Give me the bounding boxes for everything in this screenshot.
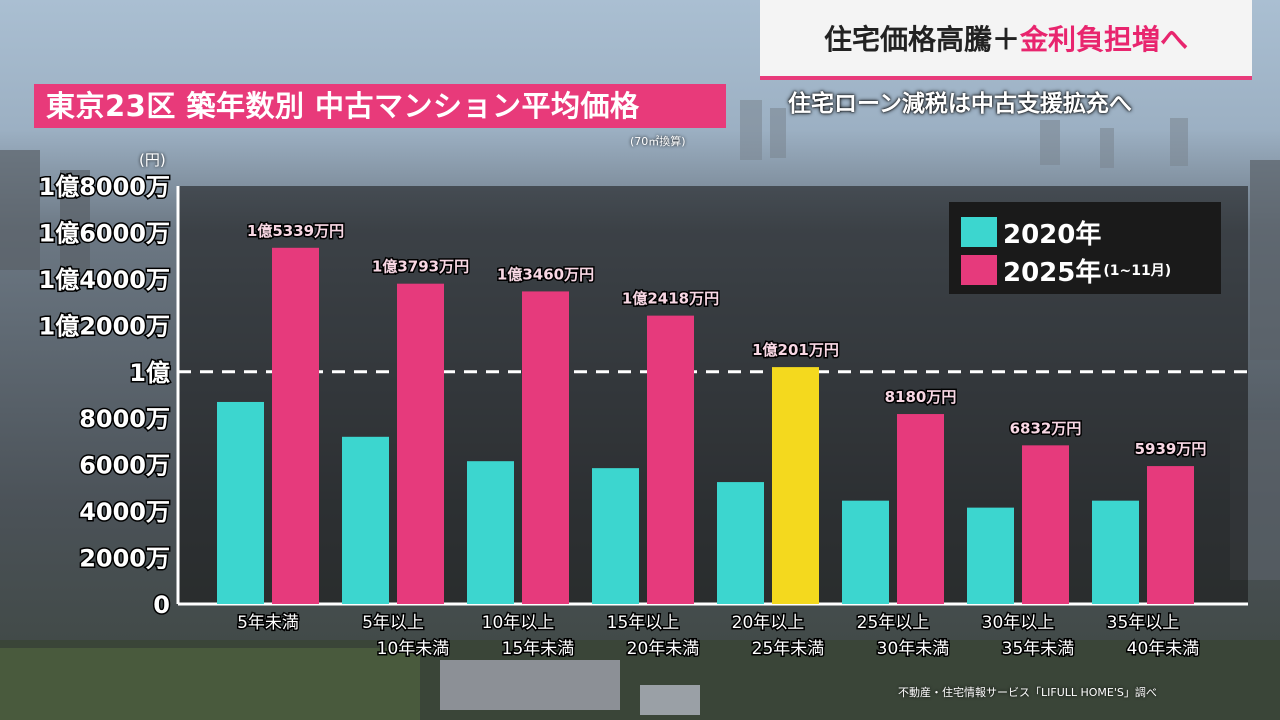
x-tick-label: 5年以上 <box>362 613 424 633</box>
bar-value-label: 5939万円 <box>1135 440 1207 458</box>
chart-title: 東京23区 築年数別 中古マンション平均価格 <box>34 84 726 128</box>
legend: 2020年 2025年 (1~11月) <box>949 202 1221 294</box>
y-tick-label: 1億4000万 <box>39 266 171 294</box>
x-tick-label: 10年未満 <box>377 639 450 659</box>
bar-2025 <box>1147 466 1194 604</box>
bar-value-label: 1億2418万円 <box>622 290 719 308</box>
bar-value-label: 6832万円 <box>1010 419 1082 437</box>
legend-swatch-2020 <box>961 217 997 247</box>
headline-part1: 住宅価格高騰＋ <box>823 23 1020 56</box>
headline: 住宅価格高騰＋金利負担増へ <box>760 18 1252 58</box>
legend-swatch-2025 <box>961 255 997 285</box>
bar-2020 <box>592 468 639 604</box>
x-tick-label: 40年未満 <box>1127 639 1200 659</box>
bar-2020 <box>842 500 889 604</box>
bar-2025-highlight <box>772 367 819 604</box>
legend-label-2025: 2025年 <box>1003 257 1102 288</box>
bar-2020 <box>717 482 764 604</box>
bar-2020 <box>467 461 514 604</box>
bar-2025 <box>1022 445 1069 604</box>
y-tick-label: 1億8000万 <box>39 173 171 201</box>
x-tick-label: 35年未満 <box>1002 639 1075 659</box>
x-tick-label: 30年未満 <box>877 639 950 659</box>
y-tick-label: 8000万 <box>79 405 170 433</box>
x-tick-label: 10年以上 <box>482 613 555 633</box>
bar-value-label: 1億3460万円 <box>497 265 594 283</box>
y-tick-label: 6000万 <box>79 452 170 480</box>
y-tick-label: 1億2000万 <box>39 312 171 340</box>
bar-value-label: 8180万円 <box>885 388 957 406</box>
y-tick-label: 2000万 <box>79 545 170 573</box>
x-tick-label: 15年以上 <box>607 613 680 633</box>
x-tick-label: 20年未満 <box>627 639 700 659</box>
legend-item-2020: 2020年 <box>961 214 1101 250</box>
x-tick-label: 30年以上 <box>982 613 1055 633</box>
y-tick-label: 1億 <box>129 359 170 387</box>
legend-label-2020: 2020年 <box>1003 219 1102 250</box>
x-tick-label: 15年未満 <box>502 639 575 659</box>
headline-box: 住宅価格高騰＋金利負担増へ <box>760 0 1252 80</box>
bar-2025 <box>397 283 444 604</box>
legend-item-2025: 2025年 (1~11月) <box>961 252 1171 288</box>
x-tick-label: 25年未満 <box>752 639 825 659</box>
bar-2025 <box>647 315 694 604</box>
bar-value-label: 1億5339万円 <box>247 222 344 240</box>
source-note: 不動産・住宅情報サービス「LIFULL HOME'S」調べ <box>898 686 1157 699</box>
y-tick-label: 0 <box>153 591 170 619</box>
y-tick-label: 1億6000万 <box>39 219 171 247</box>
bar-2025 <box>272 247 319 605</box>
bar-2020 <box>1092 500 1139 604</box>
bar-value-label: 1億201万円 <box>752 341 839 359</box>
bar-value-label: 1億3793万円 <box>372 258 469 276</box>
bar-2025 <box>522 291 569 604</box>
bar-2020 <box>967 507 1014 604</box>
headline-part2: 金利負担増へ <box>1020 23 1189 56</box>
bar-2020 <box>342 436 389 604</box>
y-axis-unit: (円) <box>139 151 166 169</box>
x-tick-label: 5年未満 <box>237 613 299 633</box>
legend-note-2025: (1~11月) <box>1103 263 1172 279</box>
y-tick-label: 4000万 <box>79 498 170 526</box>
chart-title-note: (70㎡換算) <box>630 135 686 148</box>
x-tick-label: 25年以上 <box>857 613 930 633</box>
x-tick-label: 20年以上 <box>732 613 805 633</box>
bar-2025 <box>897 414 944 604</box>
bar-2020 <box>217 401 264 604</box>
subheadline: 住宅ローン減税は中古支援拡充へ <box>788 91 1132 117</box>
x-tick-label: 35年以上 <box>1107 613 1180 633</box>
